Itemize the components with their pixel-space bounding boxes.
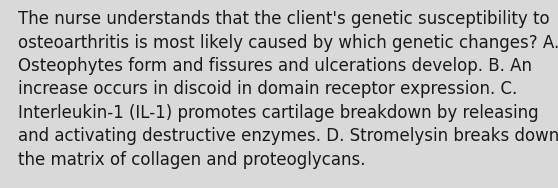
Text: and activating destructive enzymes. D. Stromelysin breaks down: and activating destructive enzymes. D. S…	[18, 127, 558, 146]
Text: increase occurs in discoid in domain receptor expression. C.: increase occurs in discoid in domain rec…	[18, 80, 517, 99]
Text: Interleukin-1 (IL-1) promotes cartilage breakdown by releasing: Interleukin-1 (IL-1) promotes cartilage …	[18, 104, 538, 122]
Text: Osteophytes form and fissures and ulcerations develop. B. An: Osteophytes form and fissures and ulcera…	[18, 57, 532, 75]
Text: osteoarthritis is most likely caused by which genetic changes? A.: osteoarthritis is most likely caused by …	[18, 33, 558, 52]
Text: The nurse understands that the client's genetic susceptibility to: The nurse understands that the client's …	[18, 10, 550, 28]
Text: the matrix of collagen and proteoglycans.: the matrix of collagen and proteoglycans…	[18, 151, 365, 169]
